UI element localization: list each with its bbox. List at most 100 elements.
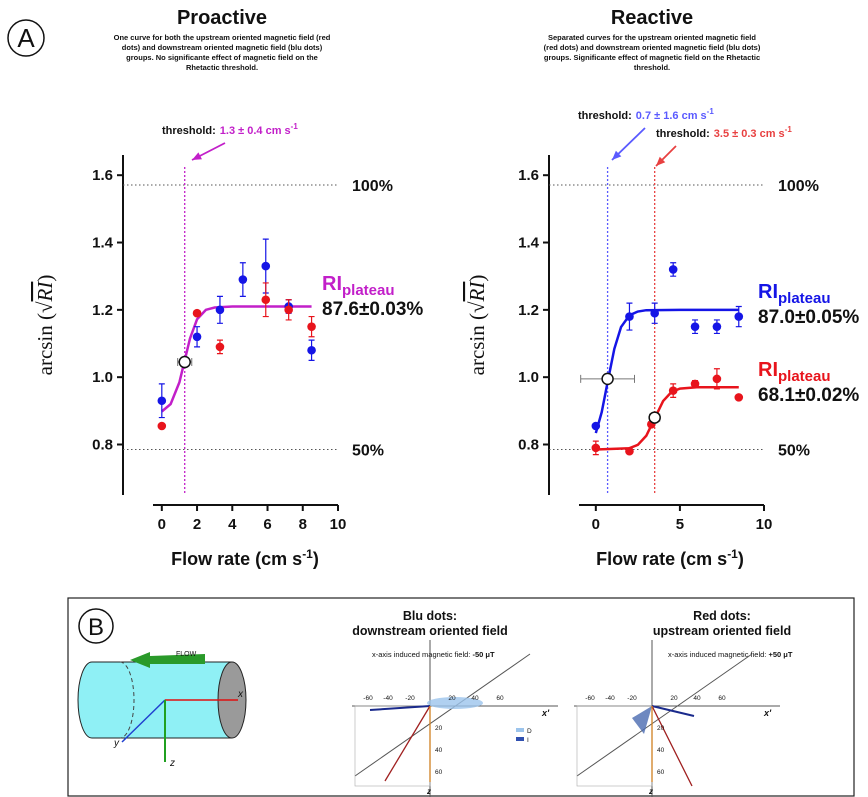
cylinder-axis-label: x xyxy=(237,689,244,700)
threshold-label: threshold: 1.3 ± 0.4 cm s-1 xyxy=(162,122,298,137)
legend-label: D xyxy=(527,728,532,735)
y-tick-label: 1.2 xyxy=(518,302,539,319)
y-axis-title: arcsin (√RI) xyxy=(33,275,57,376)
diagram-axis xyxy=(354,653,531,777)
x-tick-label: 6 xyxy=(263,516,271,533)
data-point xyxy=(668,386,678,395)
x-tick-label: 10 xyxy=(756,516,773,533)
description-line: (red dots) and downstream oriented magne… xyxy=(544,43,761,52)
panel-label: A xyxy=(17,23,35,53)
y-title-root: √ xyxy=(33,301,57,313)
diagram-axis-label: z xyxy=(426,787,431,796)
legend-swatch xyxy=(516,737,524,741)
y-title-text: ) xyxy=(465,275,489,282)
y-tick-label: 1.0 xyxy=(92,369,113,386)
cylinder-end xyxy=(77,661,93,739)
threshold-value: 1.3 ± 0.4 cm s xyxy=(220,125,291,137)
x-title-text: ) xyxy=(738,549,744,569)
reference-label: 50% xyxy=(778,443,810,460)
threshold-value: 3.5 ± 0.3 cm s xyxy=(714,128,785,140)
legend-swatch xyxy=(516,728,524,732)
data-point xyxy=(712,374,722,384)
data-point xyxy=(157,396,167,406)
threshold-arrowhead xyxy=(656,156,666,166)
x-tick-label: 8 xyxy=(299,516,307,533)
data-point xyxy=(734,393,744,402)
threshold-point xyxy=(648,411,661,424)
diagram-tick-label: -40 xyxy=(605,695,615,702)
threshold-sup: -1 xyxy=(785,125,793,134)
reference-label: 100% xyxy=(352,178,393,195)
threshold-word: threshold: xyxy=(578,110,632,122)
description-line: groups. Significante effect of magnetic … xyxy=(544,53,760,62)
diagram-tick-label: 40 xyxy=(435,747,443,754)
plateau-symbol: RIplateau xyxy=(758,281,831,307)
panel-label-ring xyxy=(7,19,45,57)
legend-label: I xyxy=(527,737,529,744)
data-point xyxy=(261,261,271,271)
diagram-box xyxy=(354,705,431,787)
field-ellipse xyxy=(427,697,483,709)
field-desc: x-axis induced magnetic field: xyxy=(668,650,768,659)
diagram-tick-label: 20 xyxy=(448,695,456,702)
diagram-tick-label: -40 xyxy=(383,695,393,702)
data-point xyxy=(215,305,225,315)
y-title-text: ) xyxy=(33,275,57,282)
diagram-tick-label: 40 xyxy=(657,747,665,754)
cylinder-axis-label: y xyxy=(113,738,120,749)
field-text: x-axis induced magnetic field: -50 μT xyxy=(372,650,495,659)
x-title-text: Flow rate (cm s xyxy=(596,549,727,569)
data-point xyxy=(734,312,744,321)
x-axis-title: Flow rate (cm s-1) xyxy=(596,547,744,569)
flow-arrow xyxy=(130,652,205,668)
plateau-symbol: RIplateau xyxy=(322,273,395,299)
x-title-text: Flow rate (cm s xyxy=(171,549,302,569)
field-cone xyxy=(632,706,652,734)
x-tick-label: 5 xyxy=(676,516,684,533)
x-tick-label: 2 xyxy=(193,516,201,533)
diagram-tick-label: 40 xyxy=(471,695,479,702)
fit-curve xyxy=(594,308,739,434)
flow-label: FLOW xyxy=(176,651,197,658)
panel-b-title: upstream oriented field xyxy=(653,624,791,638)
x-title-sup: -1 xyxy=(727,547,738,561)
y-title-root: √ xyxy=(465,301,489,313)
vector-f xyxy=(384,705,431,782)
diagram-tick-label: 60 xyxy=(657,769,665,776)
y-tick-label: 1.6 xyxy=(92,167,113,184)
cylinder-axis-label: z xyxy=(169,758,175,769)
diagram-tick-label: 20 xyxy=(670,695,678,702)
plateau-sub: plateau xyxy=(778,290,831,307)
plateau-symbol: RIplateau xyxy=(758,359,831,385)
diagram-tick-label: 60 xyxy=(435,769,443,776)
diagram-tick-label: -20 xyxy=(405,695,415,702)
plateau-value: 87.0±0.05% xyxy=(758,307,859,328)
plateau-ri: RI xyxy=(322,273,342,295)
plateau-value: 68.1±0.02% xyxy=(758,385,859,406)
diagram-tick-label: -60 xyxy=(585,695,595,702)
x-tick-label: 10 xyxy=(330,516,347,533)
data-point xyxy=(625,312,634,321)
fit-curve xyxy=(161,305,312,413)
panel-label: B xyxy=(88,614,104,641)
y-axis-arrow xyxy=(121,699,166,743)
data-point xyxy=(192,308,202,318)
panel-b-title: downstream oriented field xyxy=(352,624,508,638)
y-axis-title: arcsin (√RI) xyxy=(465,275,489,376)
x-axis-title: Flow rate (cm s-1) xyxy=(171,547,319,569)
diagram-axis-label: z xyxy=(648,787,653,796)
chart-title: Reactive xyxy=(611,7,693,29)
y-tick-label: 1.6 xyxy=(518,167,539,184)
threshold-value: 0.7 ± 1.6 cm s xyxy=(636,110,707,122)
description-line: Separated curves for the upstream orient… xyxy=(548,33,756,42)
diagram-tick-label: -20 xyxy=(627,695,637,702)
data-point xyxy=(157,421,167,431)
threshold-label: threshold: 3.5 ± 0.3 cm s-1 xyxy=(656,125,792,140)
y-tick-label: 1.4 xyxy=(518,235,540,252)
x-tick-label: 0 xyxy=(158,516,166,533)
data-point xyxy=(650,308,659,318)
diagram-axis-label: x' xyxy=(541,708,550,718)
threshold-word: threshold: xyxy=(656,128,710,140)
data-point xyxy=(238,275,248,284)
fit-curve xyxy=(595,386,739,451)
